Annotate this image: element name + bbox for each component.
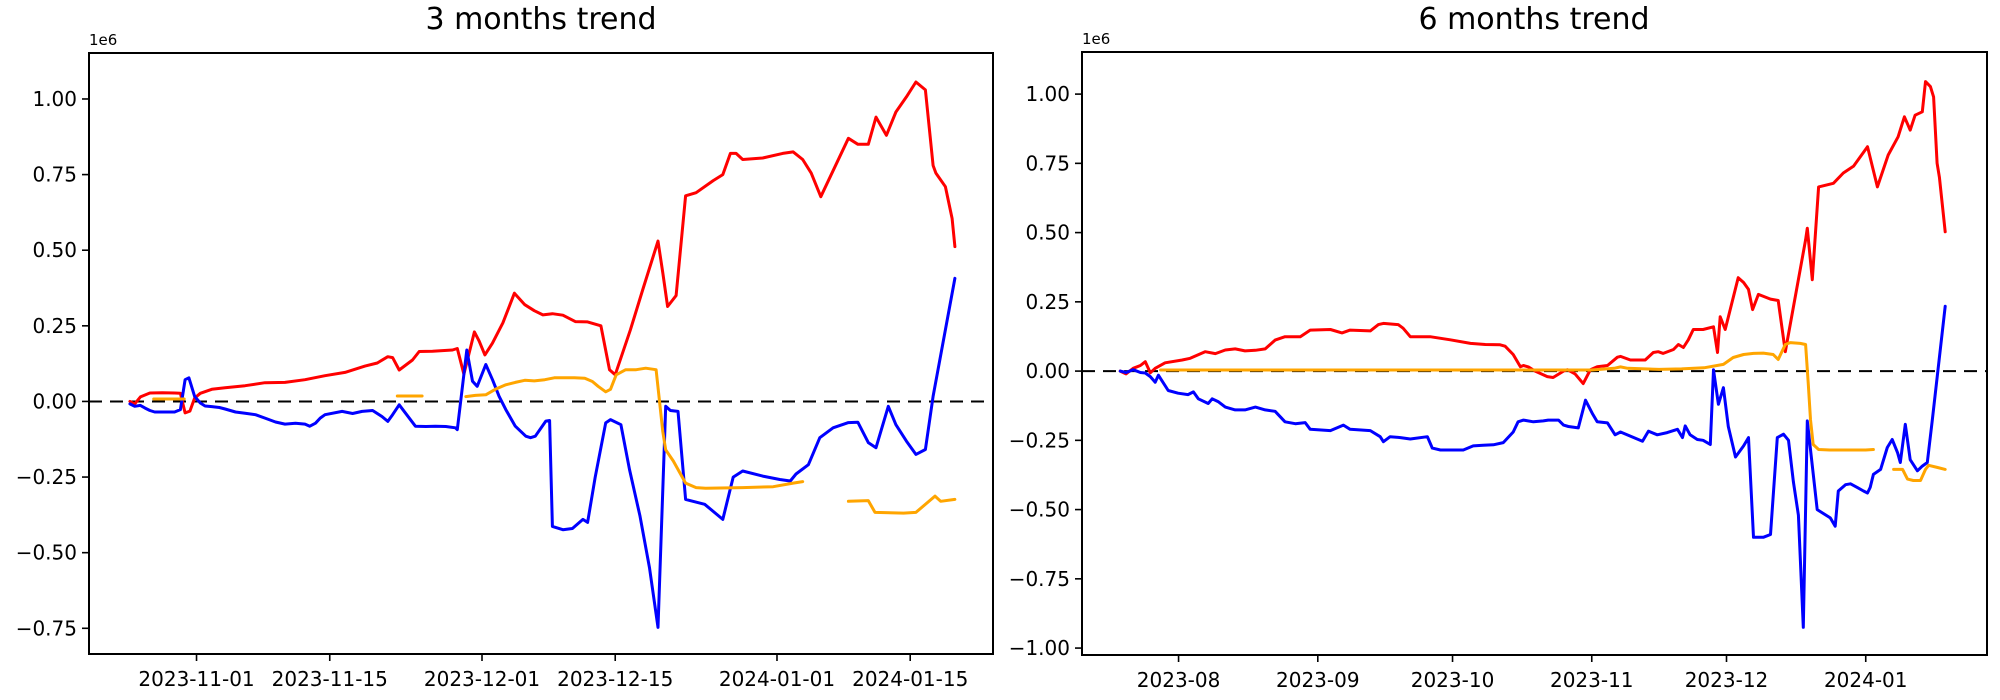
y-tick-label: 1.00	[1025, 82, 1070, 106]
y-tick-label: 0.00	[1025, 359, 1070, 383]
y-axis-offset-label: 1e6	[1082, 30, 1110, 48]
y-tick-label: 0.75	[1025, 151, 1070, 175]
plot-border	[1081, 51, 1988, 656]
y-tick-label: 1.00	[32, 87, 77, 111]
y-tick-label: −0.25	[16, 465, 77, 489]
y-tick-label: 0.50	[32, 238, 77, 262]
chart-3-months-trend: 1.00 0.75 0.50 0.25 0.00 −0.25 −0.50 −0.75 2023-…	[16, 31, 994, 691]
y-tick-label: −0.75	[16, 616, 77, 640]
series-orange-line	[464, 366, 805, 490]
x-tick-label: 2023-08	[1137, 668, 1221, 692]
x-tick-label: 2023-12	[1685, 668, 1769, 692]
x-tick-label: 2023-11-01	[138, 667, 254, 691]
x-tick-label: 2023-11-15	[272, 667, 388, 691]
series-red-line	[128, 80, 957, 415]
y-tick-label: 0.50	[1025, 221, 1070, 245]
chart-6-months-trend: 1.00 0.75 0.50 0.25 0.00 −0.25 −0.50 −0.75 −1.00…	[1009, 30, 1988, 692]
y-tick-label: −0.50	[16, 541, 77, 565]
y-tick-label: 0.75	[32, 163, 77, 187]
chart2-title: 6 months trend	[1418, 2, 1650, 37]
x-tick-label: 2024-01	[1824, 668, 1908, 692]
series-orange-line	[846, 494, 957, 515]
y-tick-label: −0.50	[1009, 498, 1070, 522]
x-tick-label: 2023-10	[1411, 668, 1495, 692]
y-axis-offset-label: 1e6	[89, 31, 117, 49]
series-orange-line	[1892, 463, 1947, 482]
x-tick-label: 2024-01-15	[852, 667, 968, 691]
x-tick-label: 2023-09	[1276, 668, 1360, 692]
series-blue-line	[1118, 304, 1947, 629]
series-blue-line	[128, 276, 957, 629]
x-tick-label: 2023-11	[1550, 668, 1634, 692]
y-tick-label: −0.75	[1009, 567, 1070, 591]
plot-border	[88, 52, 994, 655]
series-red-line	[1118, 80, 1947, 386]
y-tick-label: −0.25	[1009, 428, 1070, 452]
x-tick-label: 2024-01-01	[719, 667, 835, 691]
x-tick-label: 2023-12-15	[557, 667, 673, 691]
x-tick-label: 2023-12-01	[424, 667, 540, 691]
y-tick-label: 0.00	[32, 389, 77, 413]
series-orange-line	[1159, 341, 1875, 452]
y-tick-label: 0.25	[32, 314, 77, 338]
y-tick-label: 0.25	[1025, 290, 1070, 314]
chart1-title: 3 months trend	[425, 2, 657, 37]
y-tick-label: −1.00	[1009, 636, 1070, 660]
